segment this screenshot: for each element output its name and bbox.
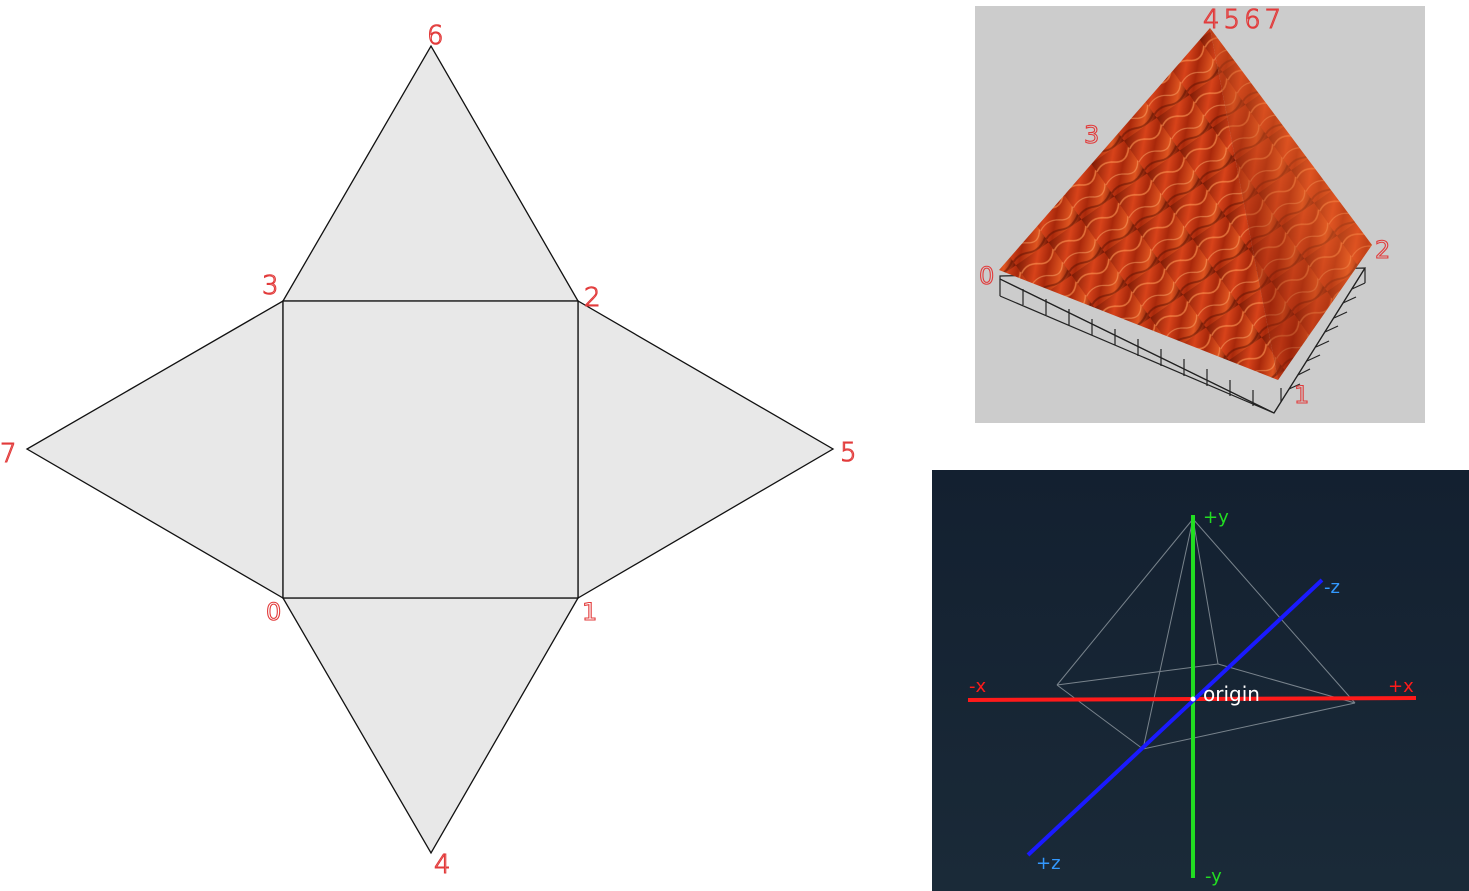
- net-vertex-6-label: 6: [427, 21, 444, 51]
- render-apex-label: 4567: [1203, 5, 1285, 35]
- z-axis-line: [1026, 578, 1324, 857]
- axis-label-neg-y: -y: [1205, 866, 1222, 887]
- axis-label-pos-x: +x: [1388, 676, 1414, 697]
- net-vertex-1-label: 1: [582, 598, 597, 626]
- render-vertex-1-label: 1: [1294, 381, 1309, 409]
- axes-background: [932, 470, 1469, 891]
- net-vertex-7-label: 7: [0, 439, 17, 469]
- axis-label-pos-y: +y: [1203, 507, 1229, 528]
- net-face-left: [25, 299, 284, 600]
- net-vertex-3-label: 3: [262, 271, 279, 301]
- rendered-pyramid-panel: 4567 3 0 2 1: [975, 4, 1425, 423]
- axes-panel: +y -y -x +x -z +z origin: [932, 470, 1469, 891]
- pyramid-net: 6 3 2 7 5 0 1 4: [0, 20, 857, 880]
- net-face-bottom: [281, 597, 580, 855]
- render-vertex-3-label: 3: [1084, 121, 1099, 149]
- pyramid-face-right-overlay: [1210, 28, 1372, 380]
- net-base-square: [282, 300, 579, 599]
- origin-point: [1190, 696, 1196, 702]
- render-vertex-0-label: 0: [979, 262, 994, 290]
- net-vertex-4-label: 4: [434, 850, 451, 880]
- net-face-top: [281, 44, 580, 302]
- wireframe-pyramid: [1056, 518, 1356, 750]
- axis-label-neg-z: -z: [1324, 577, 1340, 598]
- pyramid-face-front: [999, 28, 1278, 380]
- net-vertex-5-label: 5: [840, 438, 857, 468]
- net-face-right: [577, 299, 835, 600]
- net-vertex-0-label: 0: [266, 598, 281, 626]
- axis-label-pos-z: +z: [1036, 853, 1061, 874]
- origin-label: origin: [1203, 682, 1260, 706]
- net-vertex-2-label: 2: [584, 283, 601, 313]
- axis-label-neg-x: -x: [969, 676, 986, 697]
- render-vertex-2-label: 2: [1375, 236, 1390, 264]
